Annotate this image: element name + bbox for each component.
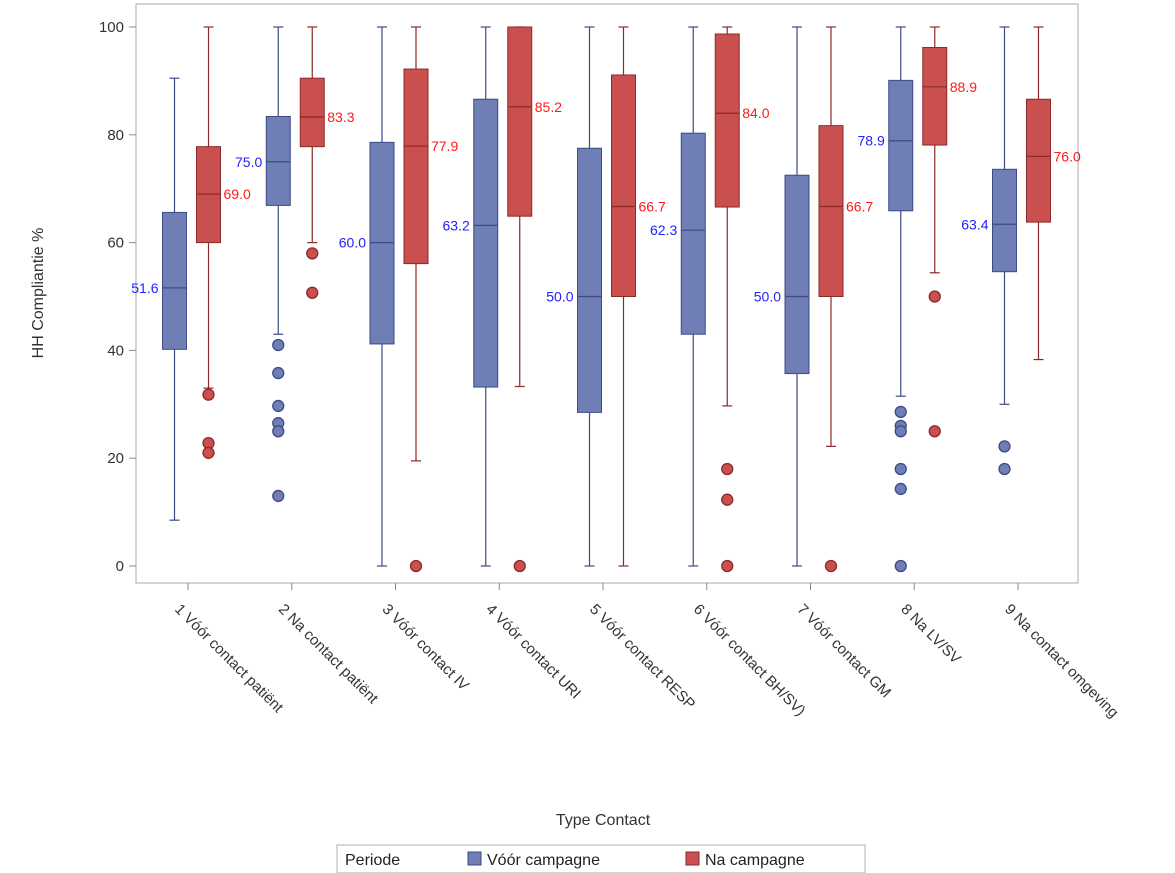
- median-value-label: 83.3: [327, 109, 354, 125]
- median-value-label: 84.0: [742, 105, 769, 121]
- iqr-box: [474, 99, 498, 387]
- outlier-point: [895, 561, 906, 572]
- outlier-point: [722, 463, 733, 474]
- outlier-point: [273, 368, 284, 379]
- iqr-box: [404, 69, 428, 264]
- legend-label-na-campagne: Na campagne: [705, 852, 805, 869]
- outlier-point: [307, 287, 318, 298]
- outlier-point: [895, 483, 906, 494]
- iqr-box: [681, 133, 705, 334]
- outlier-point: [273, 340, 284, 351]
- outlier-point: [929, 426, 940, 437]
- iqr-box: [508, 27, 532, 216]
- iqr-box: [1027, 99, 1051, 222]
- median-value-label: 62.3: [650, 222, 677, 238]
- iqr-box: [819, 126, 843, 297]
- outlier-point: [203, 447, 214, 458]
- y-tick-label: 40: [107, 342, 124, 359]
- median-value-label: 66.7: [846, 198, 873, 214]
- outlier-point: [273, 426, 284, 437]
- iqr-box: [612, 75, 636, 297]
- x-tick-label: 7 Vóór contact GM: [794, 601, 894, 701]
- x-tick-label: 9 Na contact omgeving: [1001, 601, 1122, 722]
- x-tick-label: 2 Na contact patiënt: [275, 601, 382, 708]
- legend-title: Periode: [345, 852, 400, 869]
- y-axis: 0 20 40 60 80 100: [99, 19, 136, 575]
- x-tick-label: 4 Vóór contact URI: [482, 601, 584, 703]
- iqr-box: [578, 148, 602, 412]
- x-tick-label: 1 Vóór contact patiënt: [171, 601, 287, 717]
- x-tick-label: 6 Vóór contact BH/SV): [690, 601, 809, 720]
- legend-label-voor-campagne: Vóór campagne: [487, 852, 600, 869]
- x-tick-label: 8 Na LV/SV: [897, 601, 964, 668]
- median-value-label: 76.0: [1054, 148, 1081, 164]
- iqr-box: [163, 212, 187, 349]
- median-value-label: 77.9: [431, 138, 458, 154]
- median-value-label: 51.6: [131, 280, 158, 296]
- x-tick-label: 5 Vóór contact RESP: [586, 601, 698, 713]
- median-value-label: 50.0: [754, 289, 781, 305]
- legend-swatch-voor-campagne: [468, 852, 481, 865]
- outlier-point: [411, 561, 422, 572]
- iqr-box: [889, 80, 913, 210]
- y-tick-label: 100: [99, 19, 124, 36]
- median-value-label: 75.0: [235, 154, 262, 170]
- median-value-label: 88.9: [950, 79, 977, 95]
- median-value-label: 85.2: [535, 99, 562, 115]
- outlier-point: [999, 463, 1010, 474]
- y-tick-label: 80: [107, 127, 124, 144]
- outlier-point: [895, 426, 906, 437]
- iqr-box: [300, 78, 324, 146]
- median-value-label: 66.7: [639, 198, 666, 214]
- iqr-box: [266, 116, 290, 205]
- outlier-point: [273, 490, 284, 501]
- outlier-point: [307, 248, 318, 259]
- outlier-point: [929, 291, 940, 302]
- outlier-point: [514, 561, 525, 572]
- median-value-label: 50.0: [546, 289, 573, 305]
- iqr-box: [785, 175, 809, 373]
- y-tick-label: 20: [107, 450, 124, 467]
- y-tick-label: 0: [116, 558, 124, 575]
- y-axis-title: HH Compliantie %: [30, 228, 47, 359]
- outlier-point: [826, 561, 837, 572]
- median-value-label: 78.9: [858, 133, 885, 149]
- outlier-point: [999, 441, 1010, 452]
- outlier-point: [203, 389, 214, 400]
- x-axis-title: Type Contact: [556, 812, 651, 829]
- iqr-box: [993, 169, 1017, 271]
- iqr-box: [715, 34, 739, 207]
- iqr-box: [923, 47, 947, 145]
- legend-swatch-na-campagne: [686, 852, 699, 865]
- outlier-point: [895, 463, 906, 474]
- median-value-label: 60.0: [339, 235, 366, 251]
- median-value-label: 63.4: [961, 216, 988, 232]
- median-value-label: 63.2: [443, 217, 470, 233]
- median-value-label: 69.0: [224, 186, 251, 202]
- y-tick-label: 60: [107, 235, 124, 252]
- outlier-point: [722, 561, 733, 572]
- outlier-point: [722, 494, 733, 505]
- outlier-point: [273, 400, 284, 411]
- x-tick-label: 3 Vóór contact IV: [379, 601, 472, 694]
- outlier-point: [895, 406, 906, 417]
- legend: Periode Vóór campagne Na campagne: [337, 845, 865, 873]
